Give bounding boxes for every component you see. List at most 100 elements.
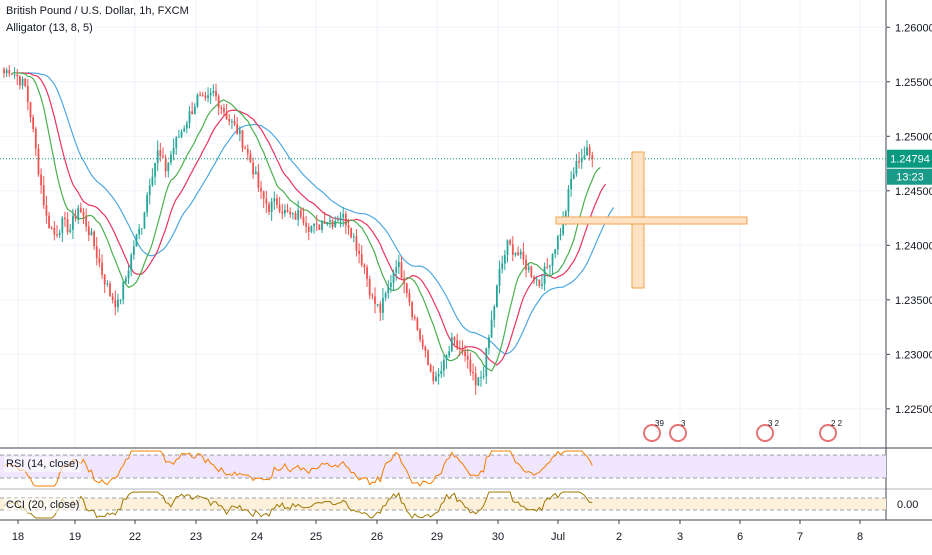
candle-body [167,162,170,172]
candle-body [482,376,485,378]
candle-body [564,211,567,221]
candle-body [445,355,448,360]
candle-body [29,102,32,118]
candle-body [588,147,591,156]
candle-body [191,111,194,114]
candle-body [164,157,167,172]
candle-body [496,285,498,307]
candle-body [286,209,289,212]
economic-event-icon [669,424,687,442]
x-tick-label: 26 [371,531,383,543]
candle-body [514,252,517,255]
candle-body [562,220,565,235]
candle-body [183,128,186,132]
cci-line [3,491,593,519]
candle-body [382,297,384,313]
alligator-jaw-line [25,72,615,355]
candle-body [411,302,413,317]
x-tick-label: 2 [616,531,622,543]
candle-body [501,263,504,269]
candle-body [342,213,345,218]
candle-body [61,217,64,234]
candle-body [204,95,207,98]
candle-body [297,210,300,220]
x-tick-label: 24 [251,531,263,543]
countdown-tag [887,168,932,185]
candle-body [260,187,262,192]
candle-body [408,293,411,303]
candle-body [268,203,270,213]
cci-tick-label: 0.00 [897,499,918,511]
candle-body [26,86,29,103]
rsi-legend: RSI (14, close) [4,457,81,472]
candle-body [8,70,11,74]
candle-body [193,106,196,114]
candle-body [201,95,204,97]
candle-body [546,266,549,268]
candle-body [443,359,445,371]
candle-body [5,70,8,74]
x-tick-label: 3 [677,531,683,543]
annotation-horizontal-box [555,216,748,225]
candle-body [493,306,496,320]
candle-body [249,153,252,163]
y-tick-label: 1.24500 [895,186,932,198]
candle-body [458,348,461,350]
candle-body [225,112,228,119]
candle-body [106,283,109,285]
candle-body [85,215,88,227]
candle-body [45,205,48,216]
candle-body [114,299,117,308]
candle-body [440,370,443,375]
candle-body [347,225,350,228]
candle-body [390,282,392,288]
candle-body [236,124,239,134]
candle-body [570,178,572,190]
candle-body [551,254,554,266]
candle-body [276,198,278,205]
candle-body [352,236,355,238]
candle-body [58,233,61,236]
candle-body [284,209,286,214]
candle-body [522,251,525,260]
candle-body [87,226,90,236]
candle-body [485,348,488,377]
candle-body [130,254,133,271]
candle-body [490,319,493,338]
candle-body [318,224,321,230]
candle-body [371,295,374,297]
economic-event-icon [643,424,661,442]
indicator-legend: Alligator (13, 8, 5) [4,21,95,36]
x-tick-label: 22 [129,531,141,543]
candle-body [313,223,315,227]
candle-body [339,217,342,221]
candle-body [231,121,233,123]
candle-body [424,346,427,351]
candle-body [21,78,24,86]
candle-body [16,74,19,77]
x-tick-label: Jul [551,531,565,543]
candle-body [384,293,387,298]
candle-body [329,220,331,223]
x-tick-label: 19 [69,531,81,543]
candle-body [212,90,215,94]
candle-body [13,74,16,76]
candle-body [40,174,42,186]
candle-body [289,211,292,215]
candle-body [376,303,379,305]
candle-body [538,279,541,286]
candle-body [575,161,578,174]
candle-body [427,350,429,365]
candle-body [180,131,183,137]
candle-body [3,68,5,74]
candle-body [270,201,273,213]
candle-body [334,221,337,228]
candle-body [273,198,276,202]
y-tick-label: 1.25000 [895,131,932,143]
candle-body [466,356,469,360]
candle-body [586,147,588,156]
candle-body [456,340,459,349]
candle-body [549,265,551,267]
cci-band [0,498,886,510]
